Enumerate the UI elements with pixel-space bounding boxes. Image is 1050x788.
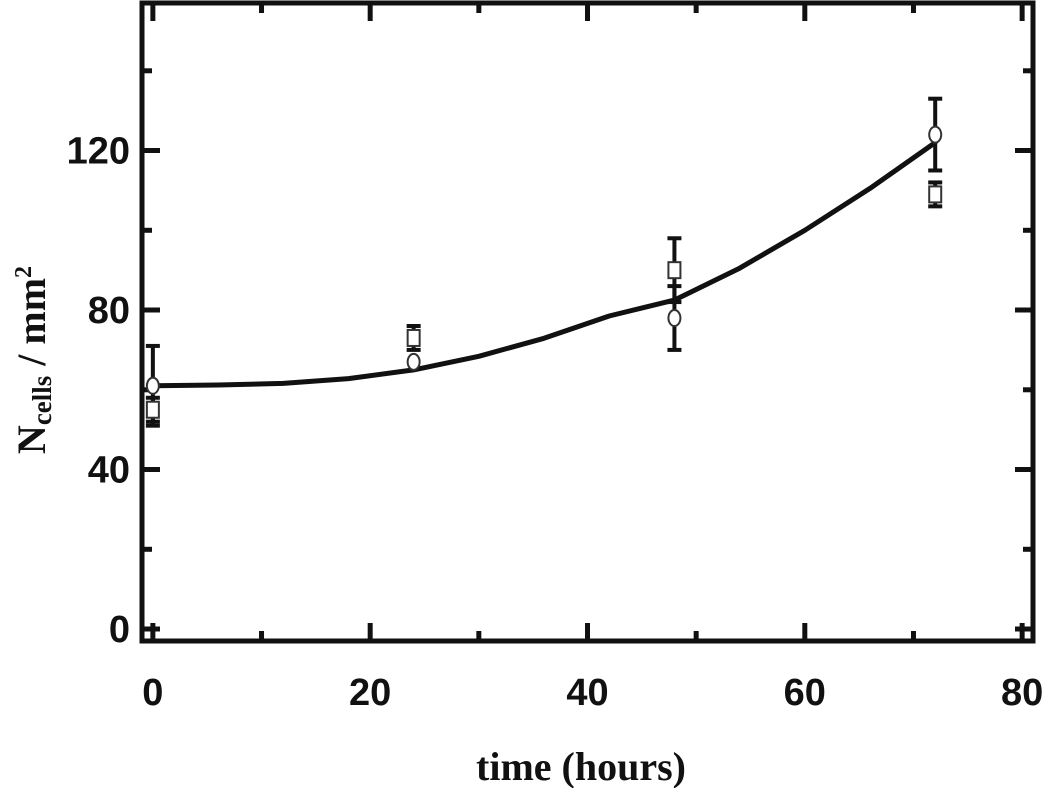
x-tick-label: 20 [349,672,391,714]
x-axis-label: time (hours) [476,744,686,788]
data-point-circle [928,125,943,144]
data-point-square [406,328,421,347]
y-tick-label: 40 [88,450,130,492]
data-point-square [928,185,943,204]
axis-ticks [142,3,1033,641]
y-axis-label-superscript: 2 [11,266,37,278]
data-point-circle [145,376,160,395]
x-tick-label: 0 [142,672,163,714]
x-tick-label: 60 [784,672,826,714]
y-tick-label: 120 [67,131,130,173]
error-bars [145,96,943,428]
data-point-square [667,261,682,280]
data-point-circle [406,352,421,371]
data-markers [145,125,943,419]
y-axis-label: Ncells / mm2 [9,266,57,454]
data-point-circle [667,309,682,328]
data-point-square [145,400,160,419]
tick-labels: 0 20 40 60 80 0 40 80 120 [67,131,1044,714]
fitted-growth-curve [150,140,938,389]
y-axis-label-main: N [9,425,54,454]
y-axis-label-middle: / mm [9,278,54,376]
y-axis-label-subscript: cells [27,376,57,425]
y-tick-label: 80 [88,290,130,332]
x-tick-label: 40 [566,672,608,714]
x-tick-label: 80 [1001,672,1043,714]
y-tick-label: 0 [109,609,130,651]
